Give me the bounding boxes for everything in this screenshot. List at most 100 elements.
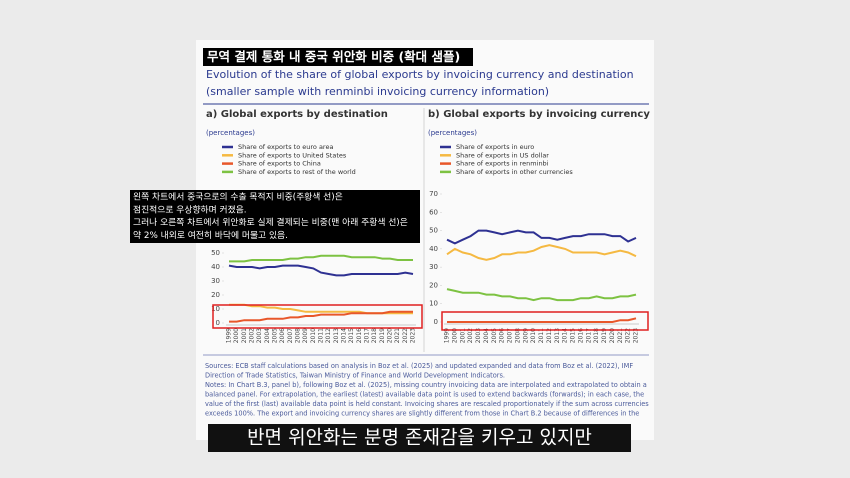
y-tick-label: 10 — [429, 300, 438, 308]
x-tick-label: 1999 — [226, 328, 233, 343]
x-tick-label: 2016 — [356, 328, 363, 343]
legend-label: Share of exports to rest of the world — [238, 168, 356, 176]
x-tick-label: 2018 — [371, 328, 378, 343]
series-line — [229, 254, 413, 263]
source-line: value of the first (last) available data… — [205, 400, 649, 408]
y-tick-label: 50 — [429, 227, 438, 235]
unit-label: (percentages) — [206, 129, 255, 137]
y-tick-label: 40 — [211, 263, 220, 271]
legend-label: Share of exports to euro area — [238, 143, 333, 151]
x-tick-label: 2004 — [483, 328, 490, 343]
x-tick-label: 2014 — [341, 328, 348, 343]
x-tick-label: 2008 — [514, 328, 521, 343]
y-tick-label: 0 — [216, 319, 220, 327]
x-tick-label: 2011 — [538, 328, 545, 343]
note-line: 그러나 오른쪽 차트에서 위안화로 실제 결제되는 비중(맨 아래 주황색 선)… — [133, 216, 408, 228]
x-tick-label: 2002 — [249, 328, 256, 343]
source-line: Sources: ECB staff calculations based on… — [205, 362, 633, 370]
x-tick-label: 2010 — [530, 328, 537, 343]
title-box — [203, 48, 473, 66]
x-tick-label: 2013 — [554, 328, 561, 343]
subtitle: Evolution of the share of global exports… — [206, 68, 634, 81]
charts: a) Global exports by destination (percent… — [206, 109, 650, 343]
panel-title: b) Global exports by invoicing currency — [428, 109, 650, 120]
subtitle: (smaller sample with renminbi invoicing … — [206, 85, 549, 98]
x-tick-label: 1999 — [444, 328, 451, 343]
x-tick-label: 2000 — [233, 328, 240, 343]
legend-label: Share of exports in US dollar — [456, 151, 549, 159]
y-tick-label: 0 — [434, 318, 438, 326]
x-tick-label: 2006 — [279, 328, 286, 343]
y-tick-label: 50 — [211, 249, 220, 257]
x-tick-label: 2003 — [475, 328, 482, 343]
x-tick-label: 2009 — [302, 328, 309, 343]
legend-label: Share of exports in other currencies — [456, 168, 573, 176]
caption-box — [208, 424, 631, 452]
panel-title: a) Global exports by destination — [206, 109, 388, 120]
y-tick-label: 10 — [211, 305, 220, 313]
x-tick-label: 2021 — [617, 328, 624, 343]
x-tick-label: 2020 — [387, 328, 394, 343]
legend-label: Share of exports in euro — [456, 143, 534, 151]
x-tick-label: 2015 — [348, 328, 355, 343]
x-tick-label: 2016 — [577, 328, 584, 343]
y-tick-label: 70 — [429, 190, 438, 198]
x-tick-label: 2001 — [459, 328, 466, 343]
legend-label: Share of exports in renminbi — [456, 160, 549, 168]
x-tick-label: 2017 — [364, 328, 371, 343]
y-tick-label: 20 — [211, 291, 220, 299]
source-line: Direction of Trade Statistics, Taiwan Mi… — [205, 372, 505, 380]
x-tick-label: 2004 — [264, 328, 271, 343]
x-tick-label: 2019 — [601, 328, 608, 343]
x-tick-label: 2003 — [256, 328, 263, 343]
caption: 반면 위안화는 분명 존재감을 키우고 있지만 — [247, 427, 592, 449]
x-tick-label: 2012 — [325, 328, 332, 343]
note-line: 점진적으로 우상향하며 커졌음. — [133, 203, 247, 215]
y-tick-label: 20 — [429, 281, 438, 289]
x-tick-label: 2007 — [287, 328, 294, 343]
x-tick-label: 2006 — [499, 328, 506, 343]
x-tick-label: 2019 — [379, 328, 386, 343]
x-tick-label: 2000 — [451, 328, 458, 343]
series-line — [446, 229, 637, 245]
legend-label: Share of exports to China — [238, 160, 321, 168]
y-tick-label: 40 — [429, 245, 438, 253]
x-tick-label: 2001 — [241, 328, 248, 343]
x-tick-label: 2022 — [402, 328, 409, 343]
x-tick-label: 2008 — [295, 328, 302, 343]
legend-label: Share of exports to United States — [238, 151, 347, 159]
x-tick-label: 2005 — [491, 328, 498, 343]
y-tick-label: 30 — [429, 263, 438, 271]
x-tick-label: 2002 — [467, 328, 474, 343]
x-tick-label: 2014 — [562, 328, 569, 343]
x-tick-label: 2010 — [310, 328, 317, 343]
y-tick-label: 30 — [211, 277, 220, 285]
note-line: 약 2% 내외로 여전히 바닥에 머물고 있음. — [133, 229, 288, 241]
series-line — [446, 288, 637, 302]
x-tick-label: 2021 — [394, 328, 401, 343]
x-tick-label: 2020 — [609, 328, 616, 343]
sources: Sources: ECB staff calculations based on… — [205, 362, 649, 418]
x-tick-label: 2005 — [272, 328, 279, 343]
series-line — [229, 310, 413, 323]
source-line: balanced panel. For extrapolation, the e… — [205, 391, 644, 399]
x-tick-label: 2017 — [585, 328, 592, 343]
x-tick-label: 2011 — [318, 328, 325, 343]
source-line: Notes: In Chart B.3, panel b), following… — [205, 381, 647, 389]
highlight-box — [441, 311, 649, 331]
x-tick-label: 2023 — [410, 328, 417, 343]
x-tick-label: 2007 — [507, 328, 514, 343]
x-tick-label: 2018 — [593, 328, 600, 343]
x-tick-label: 2013 — [333, 328, 340, 343]
series-line — [228, 264, 414, 277]
series-line — [447, 317, 637, 323]
x-tick-label: 2009 — [522, 328, 529, 343]
title: 무역 결제 통화 내 중국 위안화 비중 (확대 샘플) — [207, 49, 460, 64]
source-line: exceeds 100%. The export and invoicing c… — [205, 410, 639, 418]
y-tick-label: 60 — [429, 208, 438, 216]
note-line: 왼쪽 차트에서 중국으로의 수출 목적지 비중(주황색 선)은 — [133, 191, 343, 203]
x-tick-label: 2022 — [625, 328, 632, 343]
x-tick-label: 2012 — [546, 328, 553, 343]
